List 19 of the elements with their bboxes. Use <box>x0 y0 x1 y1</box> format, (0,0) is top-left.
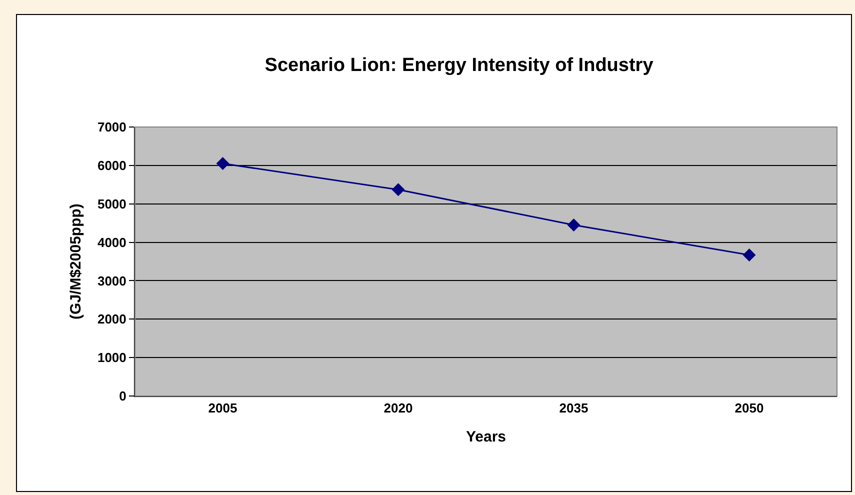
point <box>567 218 580 232</box>
x-axis-title: Years <box>466 428 506 446</box>
x-tick-label: 2005 <box>208 400 238 416</box>
y-tick-label: 4000 <box>97 234 126 250</box>
point <box>216 157 230 170</box>
y-axis-title: (GJ/M$2005ppp) <box>68 204 85 320</box>
y-tick-label: 7000 <box>97 120 126 135</box>
y-tick-label: 0 <box>119 388 126 404</box>
chart-title: Scenario Lion: Energy Intensity of Industry <box>264 55 654 76</box>
y-tick-label: 5000 <box>97 196 126 212</box>
x-tick-label: 2020 <box>384 400 413 416</box>
y-tick-label: 1000 <box>97 350 126 366</box>
point <box>742 248 756 262</box>
y-tick-label: 3000 <box>97 273 126 288</box>
y-tick-label: 6000 <box>97 158 126 173</box>
x-tick-label: 2035 <box>559 400 588 416</box>
y-tick-label: 2000 <box>97 312 126 327</box>
point <box>392 183 405 196</box>
x-tick-label: 2050 <box>734 400 764 416</box>
